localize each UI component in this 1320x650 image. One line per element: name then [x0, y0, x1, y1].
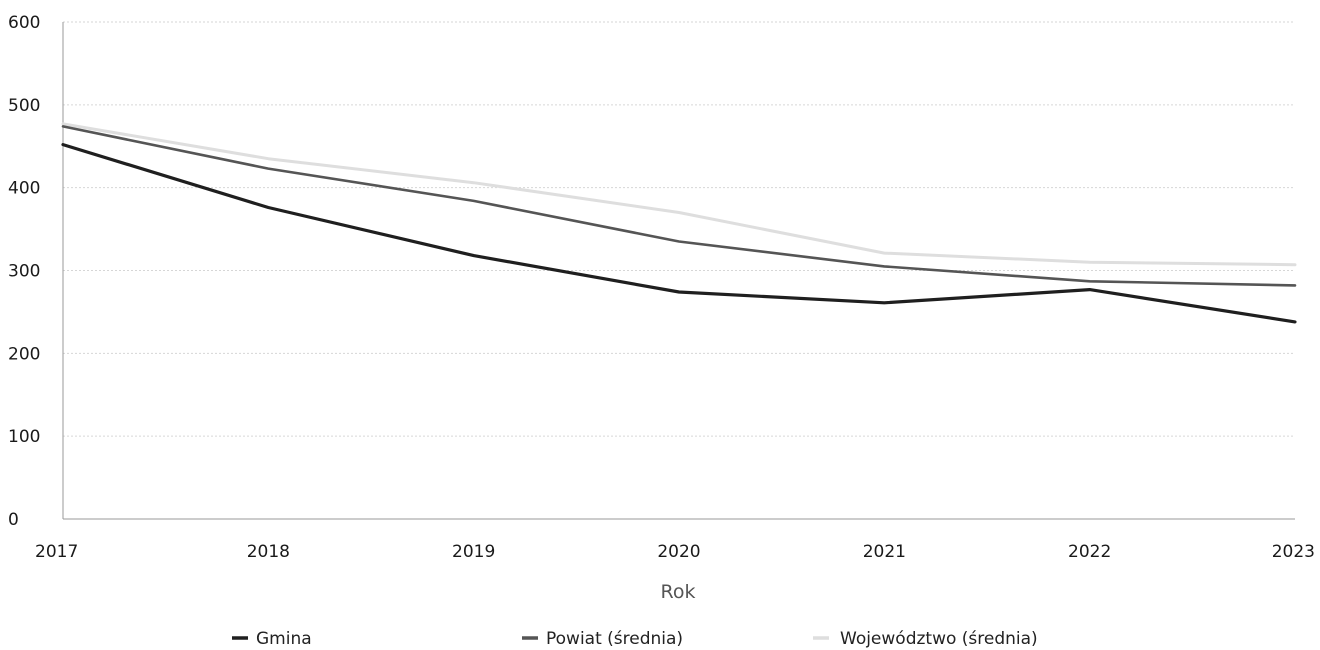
x-tick-label: 2023 [1272, 542, 1315, 562]
y-tick-label: 500 [8, 96, 40, 116]
series-line-1 [61, 125, 1297, 287]
x-tick-label: 2021 [863, 542, 906, 562]
x-tick-label: 2022 [1068, 542, 1111, 562]
grid-lines [63, 21, 1295, 437]
series-line-0 [61, 143, 1297, 324]
y-tick-label: 100 [8, 427, 40, 447]
y-tick-label: 200 [8, 344, 40, 364]
legend-label-0: Gmina [256, 629, 312, 649]
x-tick-label: 2019 [452, 542, 495, 562]
y-axis-tick-labels: 0 100 200 300 400 500 600 [8, 13, 40, 530]
x-tick-label: 2017 [35, 542, 78, 562]
axes [62, 22, 1295, 520]
legend: Gmina Powiat (średnia) Województwo (średni… [232, 629, 1038, 649]
y-tick-label: 600 [8, 13, 40, 33]
legend-label-2: Województwo (średnia) [840, 629, 1038, 649]
series-lines [61, 122, 1297, 324]
x-axis-title: Rok [661, 581, 696, 603]
y-tick-label: 0 [8, 510, 19, 530]
y-tick-label: 300 [8, 262, 40, 282]
legend-label-1: Powiat (średnia) [546, 629, 683, 649]
x-tick-label: 2018 [247, 542, 290, 562]
x-axis-tick-labels: 2017 2018 2019 2020 2021 2022 2023 [35, 542, 1315, 562]
x-tick-label: 2020 [657, 542, 700, 562]
series-line-2 [61, 122, 1297, 267]
y-tick-label: 400 [8, 179, 40, 199]
